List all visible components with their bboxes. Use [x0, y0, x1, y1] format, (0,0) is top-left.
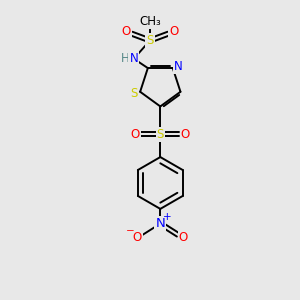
Text: −: − [126, 226, 135, 236]
Text: S: S [157, 128, 164, 141]
Text: O: O [122, 25, 131, 38]
Text: +: + [163, 212, 171, 222]
Text: N: N [155, 217, 165, 230]
Text: O: O [181, 128, 190, 141]
Text: S: S [130, 87, 137, 100]
Text: N: N [174, 60, 183, 73]
Text: O: O [169, 25, 178, 38]
Text: H: H [121, 52, 129, 65]
Text: S: S [146, 34, 154, 47]
Text: O: O [178, 231, 188, 244]
Text: N: N [129, 52, 138, 65]
Text: O: O [131, 128, 140, 141]
Text: O: O [133, 231, 142, 244]
Text: CH₃: CH₃ [139, 15, 161, 28]
